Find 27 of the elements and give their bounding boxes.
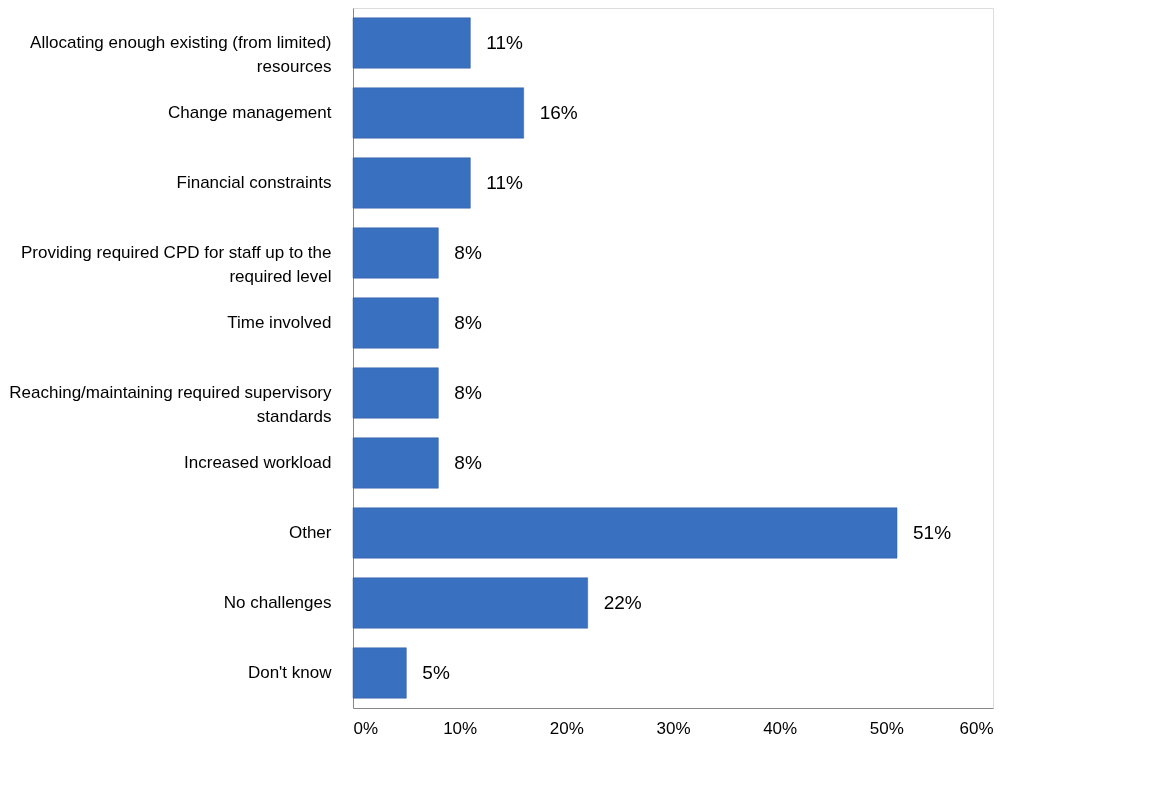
data-label: 8% bbox=[454, 382, 482, 403]
data-label: 5% bbox=[422, 662, 450, 683]
y-tick-label: Reaching/maintaining required supervisory standards bbox=[9, 383, 332, 426]
x-tick-label: 40% bbox=[763, 718, 798, 738]
y-tick-label: No challenges bbox=[223, 593, 332, 612]
data-label: 11% bbox=[486, 32, 524, 53]
y-tick-label: Change management bbox=[167, 103, 332, 122]
y-tick-label: Time involved bbox=[227, 313, 332, 332]
data-label: 8% bbox=[454, 242, 482, 263]
x-tick-label: 50% bbox=[869, 718, 904, 738]
y-tick-label: Other bbox=[288, 523, 332, 542]
data-label: 8% bbox=[454, 452, 482, 473]
x-tick-label: 0% bbox=[353, 718, 379, 738]
y-tick-label: Providing required CPD for staff up to the required level bbox=[20, 243, 332, 286]
y-tick-label: Allocating enough existing (from limited) resources bbox=[30, 33, 332, 76]
y-tick-label: Increased workload bbox=[184, 453, 332, 472]
x-tick-label: 20% bbox=[549, 718, 584, 738]
data-label: 51% bbox=[913, 522, 952, 543]
data-label: 8% bbox=[454, 312, 482, 333]
data-label: 22% bbox=[603, 592, 642, 613]
y-tick-label: Financial constraints bbox=[176, 173, 332, 192]
data-label: 11% bbox=[486, 172, 524, 193]
y-tick-label: Don't know bbox=[247, 663, 333, 682]
x-tick-label: 60% bbox=[959, 718, 994, 738]
data-label: 16% bbox=[539, 102, 578, 123]
x-tick-label: 30% bbox=[656, 718, 691, 738]
x-tick-label: 10% bbox=[443, 718, 478, 738]
